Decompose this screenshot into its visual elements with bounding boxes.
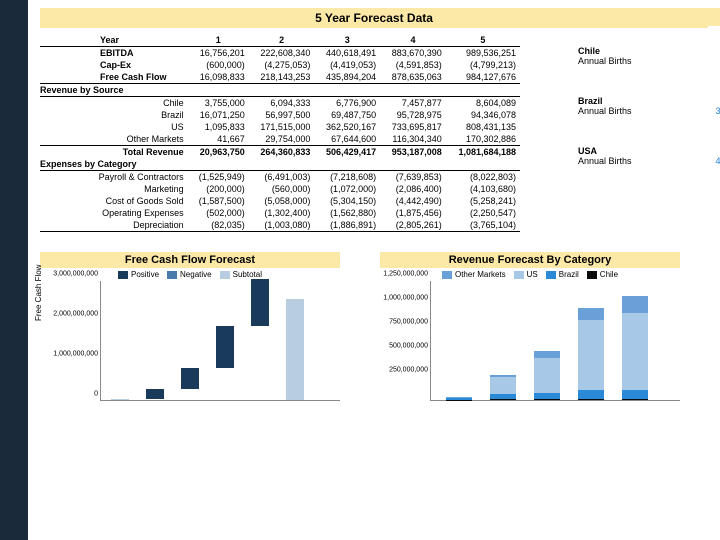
- revenue-chart: Revenue Forecast By Category Other Marke…: [380, 252, 680, 401]
- side-title-bar: [578, 8, 720, 26]
- year-label: Year: [40, 34, 188, 47]
- fcf-chart-area: [100, 281, 340, 401]
- main-content: 5 Year Forecast Data Year 1 2 3 4 5 EBIT…: [28, 0, 720, 540]
- expenses-section: Expenses by Category: [40, 158, 520, 171]
- other-row: Other Markets41,66729,754,00067,644,6001…: [40, 133, 520, 146]
- payroll-row: Payroll & Contractors(1,525,949)(6,491,0…: [40, 171, 520, 184]
- side-chile: Chile: [578, 46, 720, 56]
- marketing-row: Marketing(200,000)(560,000)(1,072,000)(2…: [40, 183, 520, 195]
- dep-row: Depreciation(82,035)(1,003,080)(1,886,89…: [40, 219, 520, 232]
- fcf-chart: Free Cash Flow Forecast Positive Negativ…: [40, 252, 340, 401]
- app-sidebar: [0, 0, 28, 540]
- side-usa: USA: [578, 146, 720, 156]
- brazil-row: Brazil16,071,25056,997,50069,487,75095,7…: [40, 109, 520, 121]
- side-brazil: Brazil: [578, 96, 720, 106]
- forecast-table: Year 1 2 3 4 5 EBITDA16,756,201222,608,3…: [40, 34, 520, 232]
- charts-row: Free Cash Flow Forecast Positive Negativ…: [40, 252, 708, 401]
- chile-row: Chile3,755,0006,094,3336,776,9007,457,87…: [40, 97, 520, 110]
- revenue-section: Revenue by Source: [40, 84, 520, 97]
- cogs-row: Cost of Goods Sold(1,587,500)(5,058,000)…: [40, 195, 520, 207]
- births-panel: Chile Annual Births262 Brazil Annual Bir…: [578, 8, 720, 166]
- total-revenue-row: Total Revenue20,963,750264,360,833506,42…: [40, 146, 520, 159]
- opex-row: Operating Expenses(502,000)(1,302,400)(1…: [40, 207, 520, 219]
- capex-row: Cap-Ex(600,000)(4,275,053)(4,419,053)(4,…: [40, 59, 520, 71]
- ebitda-row: EBITDA16,756,201222,608,340440,618,49188…: [40, 47, 520, 60]
- year-header-row: Year 1 2 3 4 5: [40, 34, 520, 47]
- fcf-row: Free Cash Flow16,098,833218,143,253435,8…: [40, 71, 520, 84]
- us-row: US1,095,833171,515,000362,520,167733,695…: [40, 121, 520, 133]
- revenue-chart-area: [430, 281, 680, 401]
